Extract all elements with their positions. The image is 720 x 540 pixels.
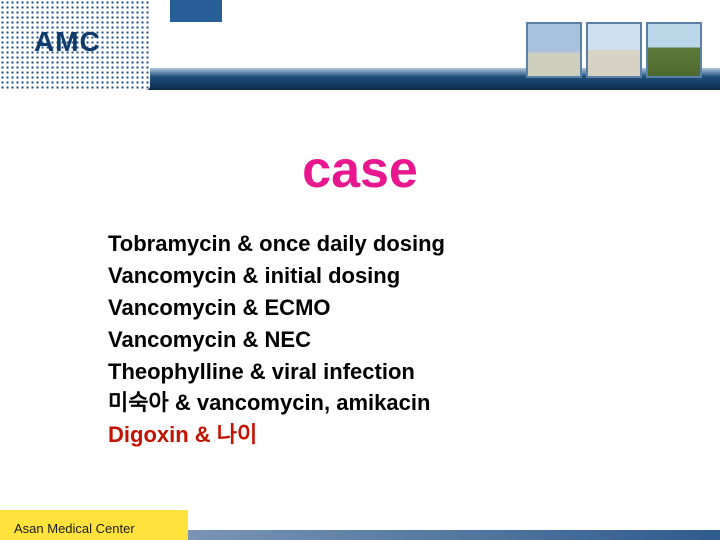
photo-thumbnail — [646, 22, 702, 78]
list-item: Theophylline & viral infection — [108, 356, 628, 388]
list-item: 미숙아 & vancomycin, amikacin — [108, 387, 628, 419]
footer-gradient-bar — [188, 530, 720, 540]
header-photo-strip — [526, 22, 702, 78]
list-item-highlight-text: Digoxin & 나이 — [108, 422, 257, 447]
photo-thumbnail — [526, 22, 582, 78]
list-item: Vancomycin & NEC — [108, 324, 628, 356]
header-accent-box — [170, 0, 222, 22]
header: AMC — [0, 0, 720, 100]
footer-text: Asan Medical Center — [14, 521, 135, 536]
photo-thumbnail — [586, 22, 642, 78]
list-item: Vancomycin & ECMO — [108, 292, 628, 324]
footer: Asan Medical Center — [0, 510, 720, 540]
logo-text: AMC — [34, 26, 101, 58]
list-item-highlight: Digoxin & 나이 — [108, 419, 628, 451]
page-title: case — [0, 140, 720, 200]
case-list: Tobramycin & once daily dosing Vancomyci… — [108, 228, 628, 451]
slide: AMC case Tobramycin & once daily dosing … — [0, 0, 720, 540]
list-item: Vancomycin & initial dosing — [108, 260, 628, 292]
list-item: Tobramycin & once daily dosing — [108, 228, 628, 260]
